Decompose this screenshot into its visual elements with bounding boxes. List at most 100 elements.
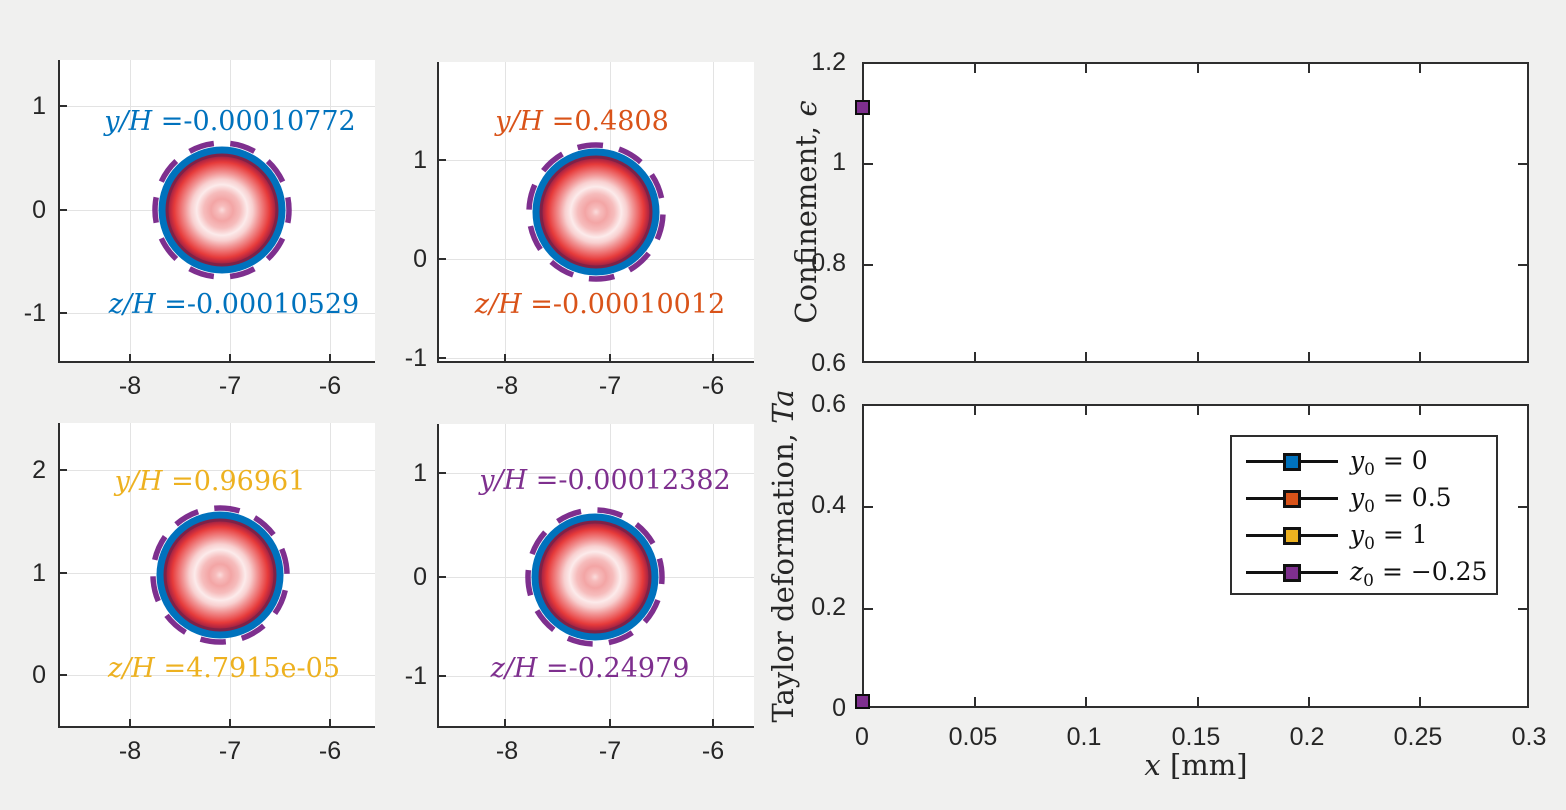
- tick-mark: [329, 354, 331, 363]
- legend-label: z0 = −0.25: [1350, 557, 1488, 591]
- x-tick-label: -7: [218, 372, 242, 400]
- annotation-value: =-0.00010772: [160, 106, 356, 137]
- y-tick-label: 0.6: [811, 390, 846, 418]
- legend-entry: y0 = 0: [1232, 443, 1496, 480]
- tick-mark: [58, 312, 67, 314]
- tick-mark: [1518, 506, 1527, 508]
- tick-mark: [229, 354, 231, 363]
- tick-mark: [1085, 406, 1087, 415]
- ylabel-text: Taylor deformation,: [766, 423, 800, 723]
- confinement-plot: [862, 62, 1529, 363]
- x-tick-label: -8: [118, 737, 142, 765]
- y-tick-label: 0: [832, 694, 846, 722]
- x-tick-label: -7: [598, 737, 622, 765]
- legend-entry: y0 = 0.5: [1232, 480, 1496, 517]
- taylor-data-marker: [855, 694, 870, 709]
- tick-mark: [229, 719, 231, 728]
- tick-mark: [1419, 406, 1421, 415]
- grid-line: [505, 424, 506, 728]
- tick-mark: [58, 105, 67, 107]
- legend-marker-square: [1283, 453, 1301, 471]
- x-tick-label: 0.1: [1066, 723, 1102, 751]
- legend-entry: y0 = 1: [1232, 517, 1496, 554]
- annotation-yH: y/H =0.4808: [495, 107, 669, 137]
- grid-line: [505, 62, 506, 363]
- annotation-value: =-0.00010529: [164, 289, 360, 320]
- tick-mark: [1085, 64, 1087, 73]
- tick-mark: [1518, 264, 1527, 266]
- tick-mark: [1419, 352, 1421, 361]
- tick-mark: [1085, 697, 1087, 706]
- grid-line: [58, 106, 375, 107]
- y-tick-label: -1: [404, 662, 427, 690]
- subplot-top-left: [58, 60, 375, 363]
- y-tick-label: 2: [32, 456, 46, 484]
- y-tick-label: 0.8: [811, 249, 846, 277]
- grid-line: [437, 358, 754, 359]
- annotation-symbol: z/H: [474, 289, 522, 320]
- grid-line: [330, 423, 331, 728]
- tick-mark: [974, 352, 976, 361]
- grid-line: [58, 210, 375, 211]
- annotation-symbol: y/H: [479, 465, 528, 496]
- annotation-yH: y/H =0.96961: [115, 467, 306, 497]
- y-tick-label: 0.6: [811, 349, 846, 377]
- annotation-zH: z/H =-0.00010012: [475, 290, 725, 320]
- tick-mark: [504, 719, 506, 728]
- tick-mark: [1308, 64, 1310, 73]
- y-axis-line: [58, 423, 60, 728]
- x-tick-label: 0.15: [1171, 723, 1221, 751]
- annotation-symbol: z/H: [107, 653, 155, 684]
- grid-line: [130, 60, 131, 363]
- y-tick-label: -1: [404, 344, 427, 372]
- tick-mark: [1085, 352, 1087, 361]
- tick-mark: [58, 674, 67, 676]
- annotation-value: =-0.00010012: [530, 289, 726, 320]
- grid-line: [437, 160, 754, 161]
- tick-mark: [1197, 352, 1199, 361]
- y-tick-label: 1.2: [811, 48, 846, 76]
- confinement-y-axis-label: Confinement, ϵ: [789, 52, 823, 372]
- tick-mark: [974, 64, 976, 73]
- tick-mark: [58, 572, 67, 574]
- confinement-data-marker: [855, 100, 870, 115]
- y-tick-label: -1: [23, 299, 46, 327]
- tick-mark: [712, 719, 714, 728]
- tick-mark: [129, 719, 131, 728]
- tick-mark: [864, 163, 873, 165]
- tick-mark: [864, 506, 873, 508]
- tick-mark: [437, 258, 446, 260]
- x-tick-label: 0.2: [1289, 723, 1325, 751]
- tick-mark: [1197, 697, 1199, 706]
- tick-mark: [437, 675, 446, 677]
- tick-mark: [1518, 163, 1527, 165]
- y-tick-label: 0: [32, 661, 46, 689]
- x-tick-label: -7: [598, 372, 622, 400]
- y-axis-line: [437, 62, 439, 363]
- grid-line: [58, 470, 375, 471]
- annotation-symbol: z/H: [490, 653, 538, 684]
- y-tick-label: 0: [32, 196, 46, 224]
- grid-line: [58, 573, 375, 574]
- tick-mark: [1518, 608, 1527, 610]
- taylor-y-axis-label: Taylor deformation, Ta: [766, 386, 800, 726]
- y-tick-label: 0: [413, 563, 427, 591]
- y-tick-label: 1: [413, 459, 427, 487]
- y-tick-label: 1: [32, 559, 46, 587]
- tick-mark: [864, 608, 873, 610]
- grid-line: [437, 259, 754, 260]
- annotation-value: =-0.00012382: [535, 465, 731, 496]
- grid-line: [130, 423, 131, 728]
- legend-entry: z0 = −0.25: [1232, 554, 1496, 591]
- annotation-yH: y/H =-0.00012382: [479, 466, 730, 496]
- annotation-value: =0.96961: [171, 466, 306, 497]
- grid-line: [713, 62, 714, 363]
- tick-mark: [504, 354, 506, 363]
- grid-line: [330, 60, 331, 363]
- annotation-symbol: y/H: [114, 466, 163, 497]
- tick-mark: [437, 472, 446, 474]
- x-tick-label: 0.3: [1511, 723, 1547, 751]
- tick-mark: [437, 576, 446, 578]
- tick-mark: [609, 719, 611, 728]
